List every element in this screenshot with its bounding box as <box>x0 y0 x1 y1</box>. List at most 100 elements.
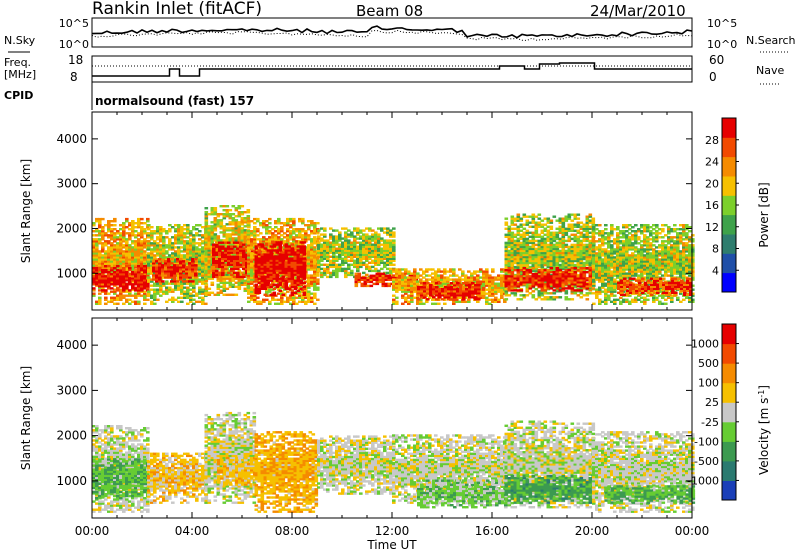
power-cell <box>443 282 447 285</box>
power-cell <box>519 271 524 275</box>
power-cell <box>347 263 351 266</box>
power-cell <box>307 252 311 255</box>
power-cell <box>177 296 181 299</box>
power-cell <box>155 276 159 279</box>
power-cell <box>234 285 239 288</box>
power-cell <box>374 257 378 260</box>
power-cell <box>284 249 289 252</box>
power-cell <box>204 245 209 248</box>
power-cell <box>317 229 321 232</box>
power-cell <box>180 296 184 299</box>
power-cell <box>247 280 251 283</box>
power-cell <box>247 252 251 255</box>
power-cell <box>425 270 429 273</box>
power-cell <box>341 249 345 252</box>
power-cell <box>359 235 363 238</box>
power-cell <box>434 278 438 281</box>
power-cell <box>186 296 190 299</box>
power-cell <box>143 277 147 280</box>
power-cell <box>204 207 209 210</box>
power-cell <box>137 290 141 293</box>
power-cell <box>237 237 242 240</box>
power-cell <box>95 284 99 287</box>
power-cell <box>125 232 129 235</box>
power-cell <box>122 302 126 305</box>
power-cell <box>404 280 408 283</box>
power-cell <box>313 250 317 253</box>
power-cell <box>383 243 387 246</box>
power-cell <box>110 244 114 247</box>
power-cell <box>310 246 314 249</box>
power-cell <box>522 241 527 245</box>
power-cell <box>176 266 180 269</box>
power-cell <box>92 256 96 259</box>
power-cell <box>122 271 126 274</box>
power-cell <box>335 247 339 250</box>
power-cell <box>131 266 135 269</box>
power-cell <box>313 226 317 229</box>
power-cell <box>116 287 120 290</box>
power-cell <box>228 239 233 242</box>
power-cell <box>384 274 389 277</box>
power-cell <box>225 239 230 242</box>
power-cell <box>257 289 262 292</box>
power-cell <box>107 300 111 303</box>
power-cell <box>383 261 387 264</box>
power-cell <box>329 235 333 238</box>
power-cell <box>344 269 348 273</box>
power-cell <box>283 232 287 235</box>
power-cell <box>275 279 280 282</box>
power-cell <box>95 277 99 280</box>
power-cell <box>392 270 396 273</box>
power-cell <box>218 241 222 244</box>
power-cell <box>289 226 293 229</box>
power-cell <box>134 262 138 265</box>
power-cell <box>289 296 293 299</box>
power-cell <box>407 272 411 275</box>
power-cell <box>392 298 396 301</box>
power-cell <box>210 207 215 210</box>
power-cell <box>371 235 375 238</box>
power-cell <box>485 292 489 295</box>
power-cell <box>250 286 254 289</box>
power-cell <box>137 281 141 284</box>
power-cell <box>159 246 163 249</box>
power-cell <box>180 256 184 259</box>
power-cell <box>110 230 114 233</box>
power-cell <box>177 278 181 281</box>
power-cell <box>210 231 215 234</box>
power-cell <box>204 219 209 222</box>
power-cell <box>516 213 521 216</box>
power-cell <box>143 302 147 305</box>
power-cell <box>401 282 405 285</box>
power-cell <box>365 237 369 240</box>
power-cell <box>494 296 498 299</box>
power-cell <box>228 275 233 278</box>
power-cell <box>195 250 199 253</box>
power-cell <box>134 244 138 247</box>
power-cell <box>432 290 436 293</box>
power-cell <box>320 245 324 248</box>
power-cell <box>140 290 144 293</box>
power-cell <box>216 279 221 282</box>
power-cell <box>302 273 307 276</box>
power-cell <box>219 223 224 226</box>
power-cell <box>237 283 242 286</box>
power-cell <box>272 265 277 268</box>
power-cell <box>128 244 132 247</box>
power-cell <box>177 236 181 239</box>
power-cell <box>198 296 202 299</box>
power-cell <box>228 283 233 286</box>
power-cell <box>465 288 469 291</box>
power-cell <box>298 230 302 233</box>
power-cell <box>374 261 378 264</box>
power-cell <box>237 213 242 216</box>
power-cell <box>377 247 381 250</box>
power-cell <box>299 257 304 260</box>
power-cell <box>531 217 536 220</box>
power-cell <box>307 238 311 241</box>
power-cell <box>147 292 151 295</box>
power-cell <box>113 277 117 280</box>
power-cell <box>510 247 515 251</box>
power-cell <box>204 255 209 258</box>
